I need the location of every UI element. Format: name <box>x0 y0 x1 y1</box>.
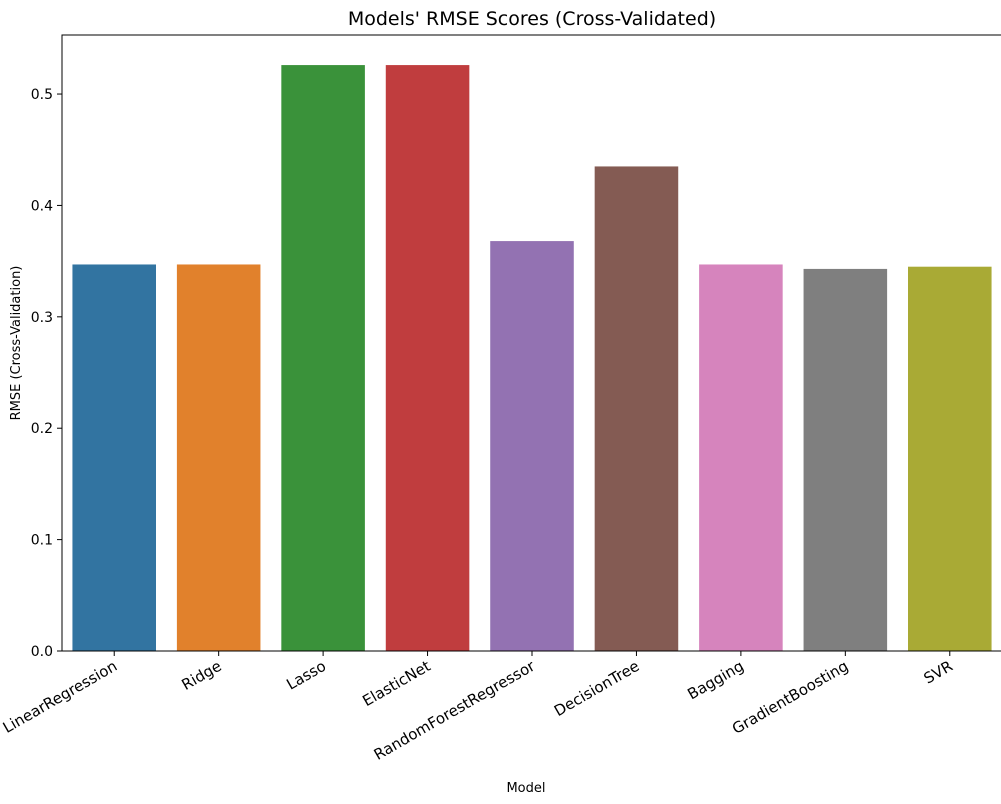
bars-group <box>72 65 992 651</box>
y-tick-label: 0.2 <box>31 421 53 437</box>
y-axis-label: RMSE (Cross-Validation) <box>9 266 24 421</box>
x-tick-label: LinearRegression <box>0 657 120 737</box>
bar-elasticnet <box>385 65 470 651</box>
y-tick-label: 0.5 <box>31 87 53 103</box>
chart-title: Models' RMSE Scores (Cross-Validated) <box>348 8 716 30</box>
x-axis-label: Model <box>506 781 545 796</box>
y-tick-label: 0.0 <box>31 644 53 660</box>
x-tick-label: Ridge <box>179 657 225 694</box>
bar-bagging <box>699 264 783 651</box>
y-tick-label: 0.3 <box>31 310 53 326</box>
bar-svr <box>908 266 992 651</box>
bar-decisiontree <box>594 166 679 651</box>
x-tick-label: ElasticNet <box>359 657 433 710</box>
x-tick-label: GradientBoosting <box>729 657 851 738</box>
bar-linearregression <box>72 264 156 651</box>
bar-gradientboosting <box>803 268 888 651</box>
plot-frame <box>61 34 1001 652</box>
bar-lasso <box>281 65 365 651</box>
x-tick-label: DecisionTree <box>551 657 642 720</box>
y-axis: 0.0 0.1 0.2 0.3 0.4 0.5 <box>31 87 62 660</box>
x-axis: LinearRegression Ridge Lasso ElasticNetRand… <box>0 651 956 764</box>
x-tick-label: Lasso <box>283 657 329 694</box>
bar-randomforestregressor <box>490 241 574 651</box>
bar-ridge <box>176 264 261 651</box>
x-tick-label: Bagging <box>684 657 746 703</box>
x-tick-label: SVR <box>921 657 956 688</box>
y-tick-label: 0.1 <box>31 533 53 549</box>
y-tick-label: 0.4 <box>31 198 53 214</box>
